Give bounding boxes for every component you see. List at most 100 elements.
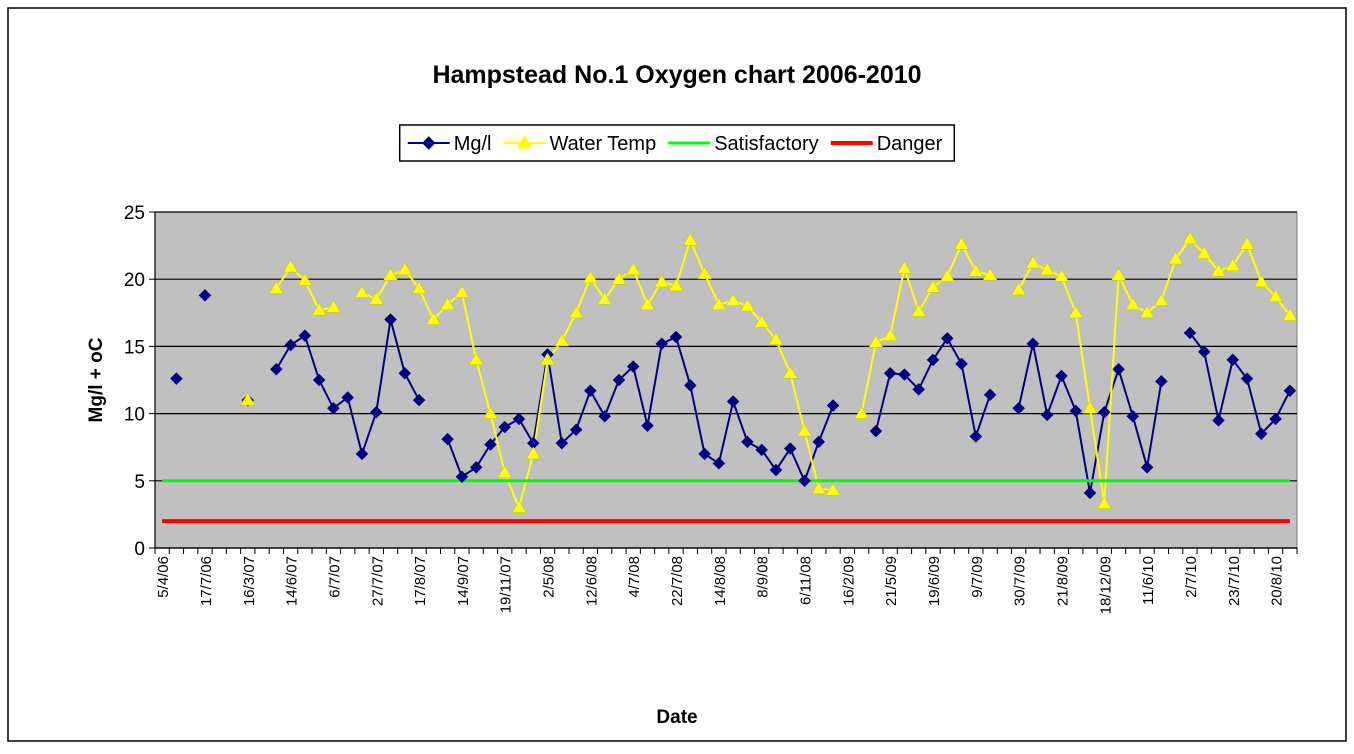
marker	[368, 291, 384, 305]
x-tick-label: 2/5/08	[541, 556, 558, 598]
marker	[1183, 326, 1197, 340]
marker	[312, 373, 326, 387]
marker	[1182, 231, 1198, 245]
x-tick-label: 2/7/10	[1183, 556, 1200, 598]
marker	[968, 263, 984, 277]
marker	[398, 366, 412, 380]
marker	[1012, 401, 1025, 415]
marker	[768, 332, 784, 345]
marker	[1025, 255, 1041, 269]
marker	[421, 136, 436, 150]
x-tick-label: 8/9/08	[755, 556, 772, 598]
marker	[739, 298, 755, 312]
marker	[383, 267, 398, 281]
marker	[311, 302, 327, 316]
y-tick-label: 25	[124, 203, 145, 224]
x-tick-label: 27/7/07	[369, 556, 386, 606]
marker	[641, 419, 654, 433]
marker	[568, 305, 584, 319]
marker	[725, 293, 741, 306]
x-tick-label: 9/7/09	[969, 556, 986, 598]
marker	[369, 405, 383, 419]
x-tick-label: 5/4/06	[155, 556, 172, 598]
marker	[355, 447, 369, 461]
marker	[1225, 258, 1241, 272]
marker	[955, 357, 968, 371]
marker	[440, 297, 456, 310]
marker	[512, 412, 526, 426]
marker	[326, 299, 341, 313]
marker	[797, 423, 812, 437]
x-tick-label: 17/8/07	[412, 556, 429, 606]
marker	[1112, 362, 1125, 376]
marker	[484, 438, 497, 451]
marker	[1139, 305, 1155, 319]
marker	[1268, 289, 1284, 302]
marker	[297, 273, 313, 286]
marker	[1069, 404, 1083, 418]
marker	[1155, 374, 1168, 388]
plot-area	[154, 211, 1298, 549]
marker	[1240, 372, 1254, 386]
marker	[582, 270, 598, 284]
series-line	[361, 237, 834, 511]
marker	[298, 329, 312, 343]
marker	[240, 392, 256, 406]
legend-label: Water Temp	[550, 133, 657, 155]
y-axis-label: Mg/l + oC	[86, 337, 107, 422]
marker	[698, 447, 711, 461]
x-tick-label: 23/7/10	[1226, 556, 1243, 606]
marker	[598, 409, 612, 423]
marker	[969, 430, 983, 443]
marker	[911, 303, 927, 317]
legend-label: Danger	[877, 133, 943, 155]
x-tick-label: 30/7/09	[1012, 556, 1029, 606]
marker	[1125, 297, 1141, 310]
x-tick-label: 12/6/08	[583, 556, 600, 606]
marker	[1097, 405, 1111, 419]
marker	[498, 420, 512, 434]
marker	[982, 267, 998, 281]
marker	[497, 465, 513, 478]
marker	[883, 366, 897, 380]
marker	[341, 391, 355, 404]
marker	[868, 334, 884, 348]
marker	[755, 443, 769, 457]
x-tick-label: 20/8/10	[1269, 556, 1286, 606]
marker	[697, 266, 713, 280]
legend-label: Satisfactory	[714, 133, 818, 155]
marker	[483, 406, 498, 419]
marker	[1011, 282, 1027, 296]
marker	[825, 482, 841, 496]
x-tick-label: 14/9/07	[455, 556, 472, 606]
x-tick-label: 14/8/08	[712, 556, 729, 606]
marker	[726, 395, 740, 408]
marker	[711, 297, 727, 310]
marker	[511, 500, 527, 513]
marker	[826, 399, 840, 412]
marker	[912, 383, 926, 396]
x-tick-label: 19/6/09	[926, 556, 943, 606]
x-axis-label: Date	[656, 707, 697, 728]
marker	[397, 262, 413, 276]
marker	[1040, 408, 1054, 422]
marker	[926, 353, 940, 367]
marker	[569, 423, 583, 437]
marker	[412, 393, 426, 407]
x-tick-label: 21/5/09	[883, 556, 900, 606]
marker	[741, 435, 754, 449]
marker	[597, 291, 613, 305]
marker	[1283, 384, 1297, 398]
marker	[925, 279, 941, 293]
x-tick-label: 19/11/07	[498, 556, 515, 613]
marker	[1197, 345, 1211, 359]
x-tick-label: 21/8/09	[1054, 556, 1071, 606]
marker	[468, 352, 484, 366]
marker	[625, 262, 641, 276]
marker	[954, 236, 969, 250]
marker	[554, 333, 570, 347]
marker	[540, 352, 555, 366]
marker	[655, 337, 669, 351]
